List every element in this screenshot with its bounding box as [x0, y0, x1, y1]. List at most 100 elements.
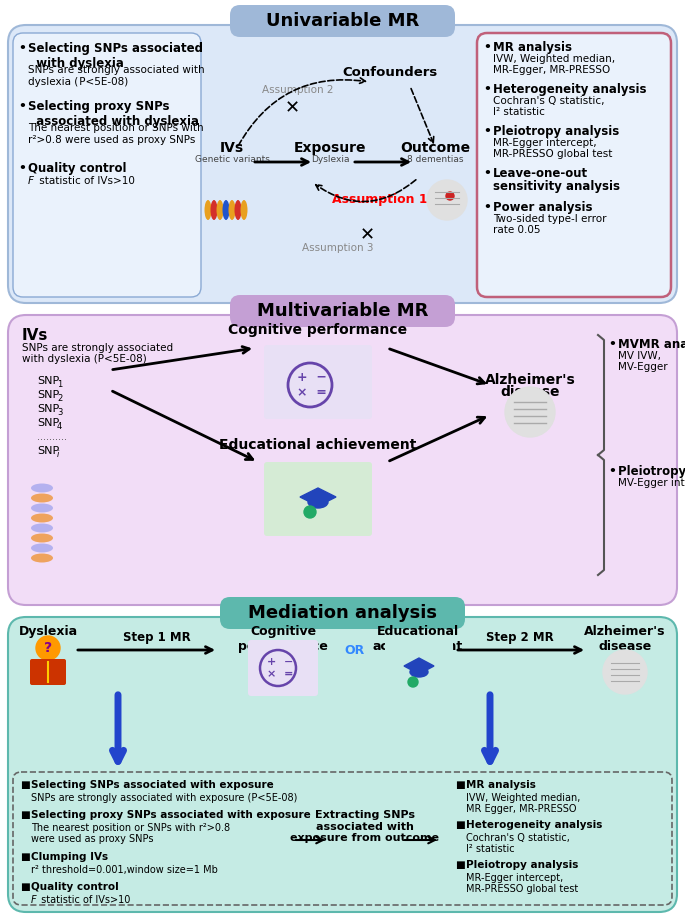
- Text: Confounders: Confounders: [342, 65, 438, 78]
- Text: Assumption 2: Assumption 2: [262, 85, 334, 95]
- Text: 2: 2: [57, 394, 62, 403]
- FancyBboxPatch shape: [264, 345, 372, 419]
- Text: ■: ■: [455, 780, 464, 790]
- Text: SNP: SNP: [37, 418, 59, 428]
- Ellipse shape: [234, 200, 242, 220]
- Text: MR-Egger, MR-PRESSO: MR-Egger, MR-PRESSO: [493, 65, 610, 75]
- Ellipse shape: [31, 504, 53, 513]
- Text: i: i: [57, 450, 60, 459]
- FancyBboxPatch shape: [8, 617, 677, 912]
- Text: Alzheimer's
disease: Alzheimer's disease: [584, 625, 666, 653]
- Text: Dyslexia: Dyslexia: [311, 154, 349, 164]
- Text: •: •: [608, 465, 616, 478]
- Text: Power analysis: Power analysis: [493, 201, 593, 214]
- Text: 4: 4: [57, 422, 62, 431]
- Text: •: •: [483, 167, 491, 180]
- Text: •: •: [18, 100, 26, 113]
- Circle shape: [603, 650, 647, 694]
- Text: •: •: [608, 338, 616, 351]
- Text: Dyslexia: Dyslexia: [18, 625, 77, 638]
- Ellipse shape: [31, 553, 53, 562]
- Text: MV-Egger: MV-Egger: [618, 362, 668, 372]
- Text: SNPs are strongly associated with exposure (P<5E-08): SNPs are strongly associated with exposu…: [31, 793, 297, 803]
- Ellipse shape: [240, 200, 247, 220]
- Ellipse shape: [229, 200, 236, 220]
- Circle shape: [304, 506, 316, 518]
- Text: Two-sided type-I error: Two-sided type-I error: [493, 214, 606, 224]
- Text: Selecting proxy SNPs
  associated with dyslexia: Selecting proxy SNPs associated with dys…: [28, 100, 199, 128]
- FancyBboxPatch shape: [385, 640, 453, 696]
- Text: •: •: [483, 201, 491, 214]
- Text: Clumping IVs: Clumping IVs: [31, 852, 108, 862]
- Text: Genetic variants: Genetic variants: [195, 154, 269, 164]
- Text: Selecting SNPs associated
  with dyslexia: Selecting SNPs associated with dyslexia: [28, 42, 203, 70]
- Ellipse shape: [223, 200, 229, 220]
- Text: Educational achievement: Educational achievement: [219, 438, 416, 452]
- Text: The nearest position or SNPs with
r²>0.8 were used as proxy SNPs: The nearest position or SNPs with r²>0.8…: [28, 123, 203, 144]
- Text: Selecting SNPs associated with exposure: Selecting SNPs associated with exposure: [31, 780, 274, 790]
- Text: The nearest position or SNPs with r²>0.8: The nearest position or SNPs with r²>0.8: [31, 823, 230, 833]
- Text: ■: ■: [20, 780, 29, 790]
- Circle shape: [36, 636, 60, 660]
- Text: MVMR analysis: MVMR analysis: [618, 338, 685, 351]
- Text: ■: ■: [20, 882, 29, 892]
- Text: Quality control: Quality control: [31, 882, 119, 892]
- Text: ..........: ..........: [37, 432, 67, 442]
- Text: Assumption 3: Assumption 3: [302, 243, 374, 253]
- Text: Selecting proxy SNPs associated with exposure: Selecting proxy SNPs associated with exp…: [31, 810, 311, 820]
- Text: Alzheimer's: Alzheimer's: [484, 373, 575, 387]
- Text: MR-Egger intercept,: MR-Egger intercept,: [493, 138, 597, 148]
- FancyBboxPatch shape: [264, 462, 372, 536]
- Text: MV-Egger intercept: MV-Egger intercept: [618, 478, 685, 488]
- Text: MR analysis: MR analysis: [466, 780, 536, 790]
- FancyBboxPatch shape: [230, 295, 455, 327]
- Text: Univariable MR: Univariable MR: [266, 12, 419, 30]
- Text: Pleiotropy analysis: Pleiotropy analysis: [618, 465, 685, 478]
- Text: I² statistic: I² statistic: [493, 107, 545, 117]
- Text: Pleiotropy analysis: Pleiotropy analysis: [493, 125, 619, 138]
- Text: Heterogeneity analysis: Heterogeneity analysis: [493, 83, 647, 96]
- Text: statistic of IVs>10: statistic of IVs>10: [36, 176, 135, 186]
- Text: ✕: ✕: [284, 99, 299, 117]
- Text: Cochran's Q statistic,: Cochran's Q statistic,: [466, 833, 570, 843]
- Text: MR Egger, MR-PRESSO: MR Egger, MR-PRESSO: [466, 804, 577, 814]
- Text: Exposure: Exposure: [294, 141, 366, 155]
- Text: Cochran's Q statistic,: Cochran's Q statistic,: [493, 96, 604, 106]
- Text: 3: 3: [57, 408, 62, 417]
- Text: Pleiotropy analysis: Pleiotropy analysis: [466, 860, 578, 870]
- Text: were used as proxy SNPs: were used as proxy SNPs: [31, 834, 153, 844]
- Text: ■: ■: [455, 820, 464, 830]
- Text: 1: 1: [57, 380, 62, 389]
- Text: +  −
×  =: + − × =: [267, 657, 293, 679]
- Text: sensitivity analysis: sensitivity analysis: [493, 180, 620, 193]
- Text: Outcome: Outcome: [400, 141, 470, 155]
- FancyBboxPatch shape: [477, 33, 671, 297]
- Text: MR-PRESSO global test: MR-PRESSO global test: [493, 149, 612, 159]
- Text: SNP: SNP: [37, 390, 59, 400]
- Ellipse shape: [210, 200, 218, 220]
- Text: disease: disease: [500, 385, 560, 399]
- Text: •: •: [18, 42, 26, 55]
- Text: IVW, Weighted median,: IVW, Weighted median,: [466, 793, 580, 803]
- FancyBboxPatch shape: [230, 5, 455, 37]
- Circle shape: [427, 180, 467, 220]
- Text: F: F: [31, 895, 36, 905]
- Ellipse shape: [410, 667, 428, 677]
- Circle shape: [408, 677, 418, 687]
- Text: MV IVW,: MV IVW,: [618, 351, 661, 361]
- Text: r² threshold=0.001,window size=1 Mb: r² threshold=0.001,window size=1 Mb: [31, 865, 218, 875]
- FancyBboxPatch shape: [248, 640, 318, 696]
- Ellipse shape: [31, 524, 53, 532]
- Text: Extracting SNPs
associated with
exposure from outcome: Extracting SNPs associated with exposure…: [290, 810, 440, 844]
- Text: ✕: ✕: [360, 226, 375, 244]
- Text: with dyslexia (P<5E-08): with dyslexia (P<5E-08): [22, 354, 147, 364]
- Text: •: •: [483, 125, 491, 138]
- Text: MR analysis: MR analysis: [493, 41, 572, 54]
- FancyBboxPatch shape: [220, 597, 465, 629]
- Text: ?: ?: [44, 641, 52, 655]
- Text: ■: ■: [455, 860, 464, 870]
- Text: SNP: SNP: [37, 376, 59, 386]
- Text: Cognitive performance: Cognitive performance: [228, 323, 408, 337]
- Ellipse shape: [31, 494, 53, 503]
- Text: MR-PRESSO global test: MR-PRESSO global test: [466, 884, 578, 894]
